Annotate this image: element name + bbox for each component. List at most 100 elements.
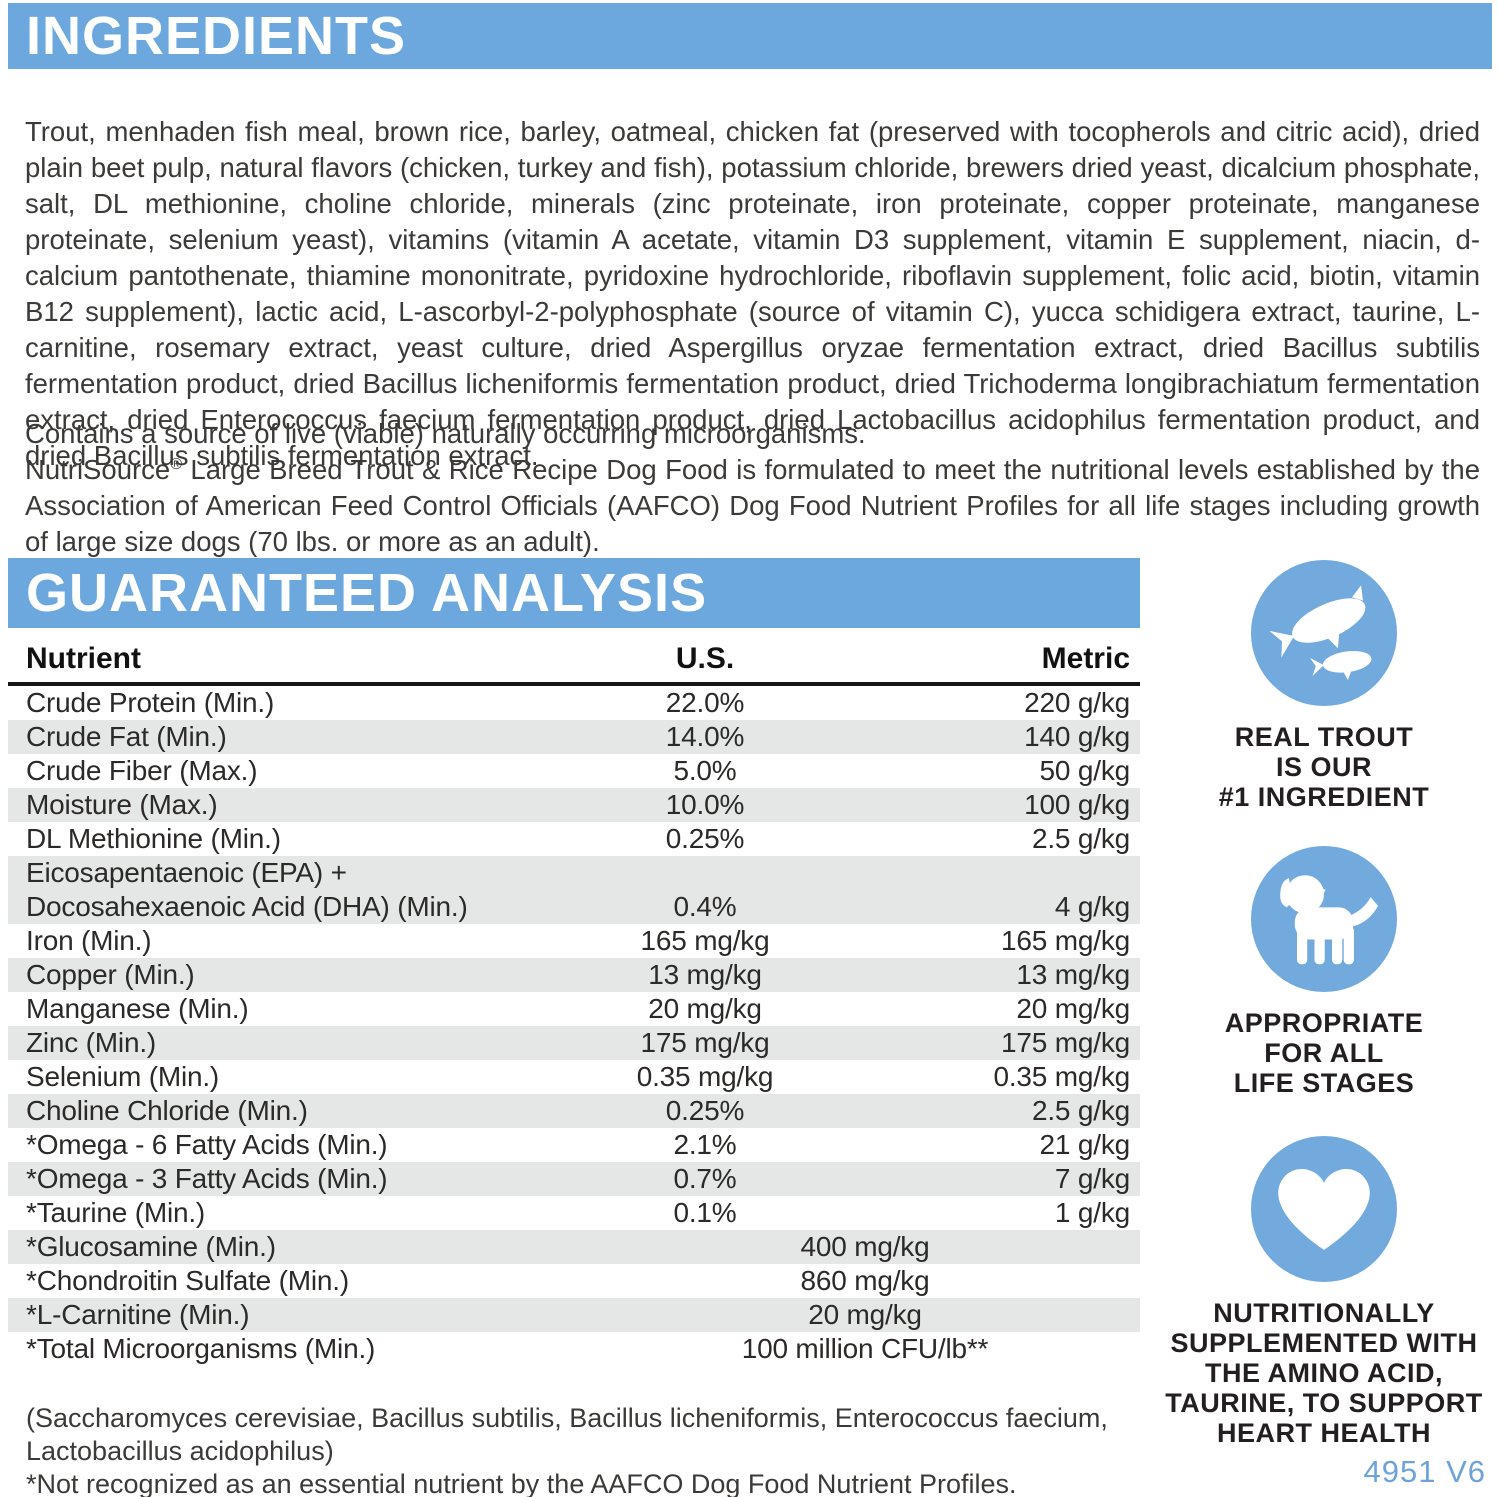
- metric-value-cell: 20 mg/kg: [1016, 993, 1130, 1024]
- ingredients-section-header: INGREDIENTS: [8, 3, 1492, 69]
- nutrient-column-header: Nutrient: [26, 642, 141, 675]
- product-code: 4951 V6: [1363, 1454, 1486, 1489]
- ingredients-title: INGREDIENTS: [26, 6, 407, 66]
- nutrient-cell: *Total Microorganisms (Min.): [26, 1333, 376, 1364]
- metric-value-cell: 165 mg/kg: [1001, 925, 1130, 956]
- metric-value-cell: 4 g/kg: [1054, 891, 1130, 922]
- table-row: *Chondroitin Sulfate (Min.) 860 mg/kg: [8, 1264, 1140, 1298]
- nutrient-cell: *Chondroitin Sulfate (Min.): [26, 1265, 349, 1296]
- value-cell-span: 400 mg/kg: [800, 1231, 930, 1262]
- badge-life-stages-label: APPROPRIATE FOR ALL LIFE STAGES: [1224, 1008, 1424, 1098]
- nutrient-cell: Copper (Min.): [26, 959, 195, 990]
- aafco-statement-text: Large Breed Trout & Rice Recipe Dog Food…: [25, 453, 1480, 557]
- table-row: Selenium (Min.) 0.35 mg/kg 0.35 mg/kg: [8, 1060, 1140, 1094]
- us-value-cell: 175 mg/kg: [640, 1027, 770, 1058]
- table-row: Eicosapentaenoic (EPA) + Docosahexaenoic…: [8, 856, 1140, 924]
- nutrient-cell: *Omega - 3 Fatty Acids (Min.): [26, 1163, 388, 1194]
- metric-value-cell: 140 g/kg: [1024, 721, 1130, 752]
- metric-value-cell: 2.5 g/kg: [1031, 1095, 1130, 1126]
- table-row: Crude Protein (Min.) 22.0% 220 g/kg: [8, 686, 1140, 720]
- microorganisms-note: Contains a source of live (viable) natur…: [25, 417, 866, 449]
- nutrient-cell: Iron (Min.): [26, 925, 152, 956]
- us-value-cell: 0.25%: [665, 823, 745, 854]
- metric-value-cell: 50 g/kg: [1039, 755, 1131, 786]
- us-value-cell: 22.0%: [665, 687, 745, 718]
- table-header-row: Nutrient U.S. Metric: [8, 628, 1140, 686]
- metric-value-cell: 1 g/kg: [1054, 1197, 1130, 1228]
- badge-heart-health-label: NUTRITIONALLY SUPPLEMENTED WITH THE AMIN…: [1165, 1298, 1483, 1448]
- brand-name: NutriSource: [25, 453, 171, 485]
- table-row: *Taurine (Min.) 0.1% 1 g/kg: [8, 1196, 1140, 1230]
- metric-value-cell: 13 mg/kg: [1016, 959, 1130, 990]
- badge-heart-health: NUTRITIONALLY SUPPLEMENTED WITH THE AMIN…: [1148, 1136, 1500, 1448]
- table-row: *L-Carnitine (Min.) 20 mg/kg: [8, 1298, 1140, 1332]
- nutrient-cell: *Taurine (Min.): [26, 1197, 206, 1228]
- nutrient-cell: Eicosapentaenoic (EPA) + Docosahexaenoic…: [26, 857, 468, 922]
- aafco-statement: NutriSource® Large Breed Trout & Rice Re…: [25, 452, 1480, 560]
- metric-column-header: Metric: [1041, 642, 1130, 675]
- table-row: Manganese (Min.) 20 mg/kg 20 mg/kg: [8, 992, 1140, 1026]
- nutrient-cell: Manganese (Min.): [26, 993, 249, 1024]
- us-column-header: U.S.: [675, 642, 735, 675]
- value-cell-span: 100 million CFU/lb**: [741, 1333, 989, 1364]
- nutrient-cell: *Omega - 6 Fatty Acids (Min.): [26, 1129, 388, 1160]
- metric-value-cell: 220 g/kg: [1024, 687, 1130, 718]
- nutrient-cell: DL Methionine (Min.): [26, 823, 281, 854]
- table-row: *Omega - 3 Fatty Acids (Min.) 0.7% 7 g/kg: [8, 1162, 1140, 1196]
- value-cell-span: 860 mg/kg: [800, 1265, 930, 1296]
- nutrient-cell: Choline Chloride (Min.): [26, 1095, 308, 1126]
- us-value-cell: 0.35 mg/kg: [636, 1061, 774, 1092]
- metric-value-cell: 2.5 g/kg: [1031, 823, 1130, 854]
- nutrient-cell: Crude Fiber (Max.): [26, 755, 258, 786]
- table-row: *Omega - 6 Fatty Acids (Min.) 2.1% 21 g/kg: [8, 1128, 1140, 1162]
- ingredients-list-text: Trout, menhaden fish meal, brown rice, b…: [25, 115, 1480, 471]
- table-row: Iron (Min.) 165 mg/kg 165 mg/kg: [8, 924, 1140, 958]
- us-value-cell: 5.0%: [673, 755, 737, 786]
- table-row: *Glucosamine (Min.) 400 mg/kg: [8, 1230, 1140, 1264]
- us-value-cell: 20 mg/kg: [648, 993, 762, 1024]
- registered-trademark-symbol: ®: [170, 455, 182, 473]
- badge-life-stages: APPROPRIATE FOR ALL LIFE STAGES: [1148, 846, 1500, 1098]
- us-value-cell: 0.4%: [673, 891, 737, 922]
- nutrient-cell: Zinc (Min.): [26, 1027, 157, 1058]
- heart-icon: [1251, 1136, 1397, 1282]
- us-value-cell: 0.1%: [673, 1197, 737, 1228]
- trout-icon: [1251, 560, 1397, 706]
- footnotes: (Saccharomyces cerevisiae, Bacillus subt…: [8, 1402, 1111, 1497]
- puppy-icon: [1251, 846, 1397, 992]
- nutrient-cell: Crude Fat (Min.): [26, 721, 227, 752]
- table-row: Crude Fiber (Max.) 5.0% 50 g/kg: [8, 754, 1140, 788]
- metric-value-cell: 100 g/kg: [1024, 789, 1130, 820]
- guaranteed-analysis-header: GUARANTEED ANALYSIS: [8, 558, 1140, 628]
- badge-real-trout-label: REAL TROUT IS OUR #1 INGREDIENT: [1218, 722, 1430, 812]
- value-cell-span: 20 mg/kg: [808, 1299, 922, 1330]
- analysis-table-body: Crude Protein (Min.) 22.0% 220 g/kg Crude F…: [8, 686, 1140, 1366]
- us-value-cell: 2.1%: [673, 1129, 737, 1160]
- nutrient-cell: Selenium (Min.): [26, 1061, 220, 1092]
- us-value-cell: 14.0%: [665, 721, 745, 752]
- nutrient-cell: *Glucosamine (Min.): [26, 1231, 276, 1262]
- metric-value-cell: 0.35 mg/kg: [993, 1061, 1130, 1092]
- badge-real-trout: REAL TROUT IS OUR #1 INGREDIENT: [1148, 560, 1500, 812]
- table-row: Moisture (Max.) 10.0% 100 g/kg: [8, 788, 1140, 822]
- table-row: Zinc (Min.) 175 mg/kg 175 mg/kg: [8, 1026, 1140, 1060]
- metric-value-cell: 21 g/kg: [1039, 1129, 1131, 1160]
- table-row: *Total Microorganisms (Min.) 100 million …: [8, 1332, 1140, 1366]
- nutrient-cell: Moisture (Max.): [26, 789, 218, 820]
- metric-value-cell: 7 g/kg: [1054, 1163, 1130, 1194]
- table-row: Crude Fat (Min.) 14.0% 140 g/kg: [8, 720, 1140, 754]
- guaranteed-analysis-section: GUARANTEED ANALYSIS Nutrient U.S. Metric…: [8, 558, 1140, 1497]
- us-value-cell: 13 mg/kg: [648, 959, 762, 990]
- nutrient-cell: Crude Protein (Min.): [26, 687, 275, 718]
- table-row: Copper (Min.) 13 mg/kg 13 mg/kg: [8, 958, 1140, 992]
- us-value-cell: 165 mg/kg: [640, 925, 770, 956]
- table-row: DL Methionine (Min.) 0.25% 2.5 g/kg: [8, 822, 1140, 856]
- us-value-cell: 0.7%: [673, 1163, 737, 1194]
- nutrient-cell: *L-Carnitine (Min.): [26, 1299, 250, 1330]
- metric-value-cell: 175 mg/kg: [1001, 1027, 1130, 1058]
- table-row: Choline Chloride (Min.) 0.25% 2.5 g/kg: [8, 1094, 1140, 1128]
- guaranteed-analysis-title: GUARANTEED ANALYSIS: [26, 563, 708, 623]
- us-value-cell: 0.25%: [665, 1095, 745, 1126]
- us-value-cell: 10.0%: [665, 789, 745, 820]
